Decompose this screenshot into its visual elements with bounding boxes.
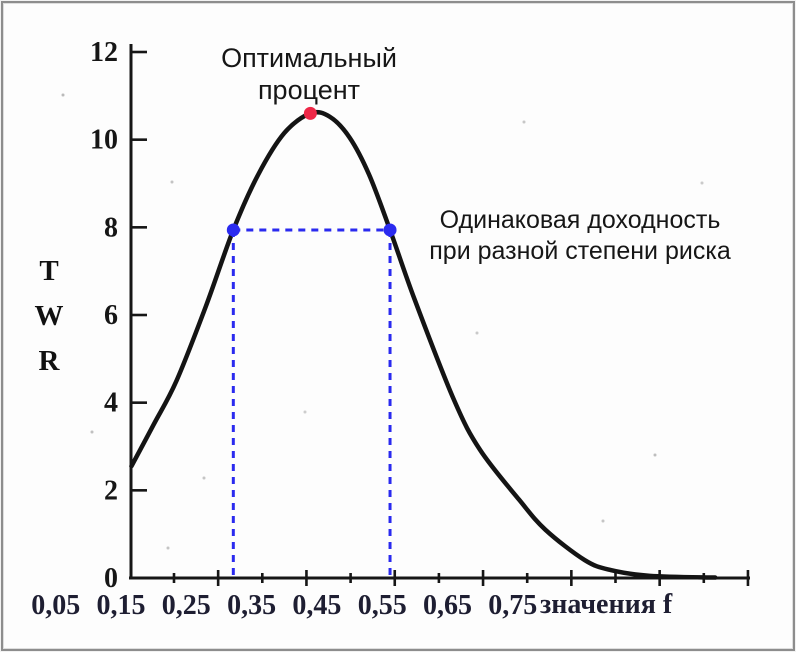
equal-return-point-left — [226, 223, 240, 237]
y-tick-label: 6 — [104, 300, 118, 331]
y-axis-title: T W R — [26, 249, 72, 384]
x-tick-label: 0,75 — [488, 590, 537, 621]
x-tick-label: 0,25 — [162, 590, 211, 621]
x-tick-label: 0,55 — [358, 590, 407, 621]
equal-return-point-right — [383, 223, 397, 237]
optimal-point — [303, 106, 317, 120]
chart-title-line2: процент — [257, 75, 361, 105]
chart-title-line1: Оптимальный — [221, 43, 397, 73]
y-axis-title-letter-t: T — [39, 255, 59, 287]
twr-curve — [129, 109, 718, 580]
equal-return-annotation-line1: Одинаковая доходность — [439, 206, 721, 234]
y-tick-label: 10 — [90, 125, 118, 156]
y-tick-label: 8 — [104, 212, 118, 243]
x-tick-label: 0,05 — [31, 590, 80, 621]
x-tick-label: 0,45 — [292, 590, 341, 621]
x-tick-label: 0,65 — [423, 590, 472, 621]
x-tick-label: 0,15 — [97, 590, 146, 621]
chart-title: Оптимальный процент — [168, 42, 450, 106]
x-axis-title: значения f — [540, 589, 673, 620]
y-axis-title-letter-r: R — [38, 345, 60, 377]
equal-return-annotation: Одинаковая доходность при разной степени… — [412, 205, 748, 267]
y-tick-label: 0 — [104, 563, 118, 594]
y-tick-label: 2 — [104, 475, 118, 506]
equal-return-annotation-line2: при разной степени риска — [429, 237, 731, 265]
y-axis-title-letter-w: W — [34, 300, 64, 332]
y-tick-label: 12 — [90, 37, 118, 68]
x-tick-label: 0,35 — [227, 590, 276, 621]
y-tick-label: 4 — [104, 388, 118, 419]
